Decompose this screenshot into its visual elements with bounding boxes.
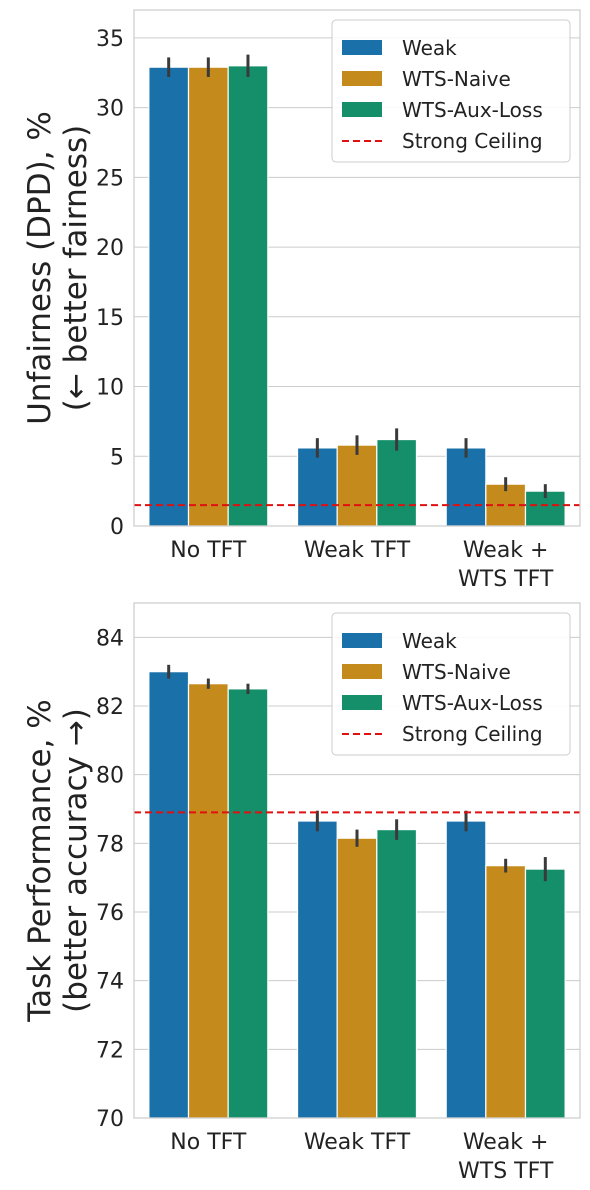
x-tick-label: Weak TFT (304, 538, 411, 563)
y-tick-label: 70 (96, 1107, 124, 1132)
y-tick-label: 5 (110, 445, 124, 470)
bar-wts-naive-1 (187, 66, 229, 527)
y-tick-label: 80 (96, 764, 124, 789)
legend-label: Weak (402, 36, 457, 60)
chart-panel-1: 0 5 10 15 20 25 30 35 No TFT Weak TFT Weak + WTS TF… (22, 9, 581, 592)
bar-weak-2 (296, 820, 338, 1119)
y-tick-label: 72 (96, 1038, 124, 1063)
legend-box (331, 612, 571, 756)
y-tick-label: 76 (96, 901, 124, 926)
x-tick-label: Weak + WTS TFT (458, 1130, 554, 1184)
bar-weak-2 (296, 447, 338, 527)
legend: Weak WTS-Naive WTS-Aux-Loss Strong Ceiling (331, 612, 571, 756)
y-tick-label: 35 (96, 27, 124, 52)
legend-label: WTS-Naive (402, 660, 511, 684)
legend-label: Weak (402, 629, 457, 653)
legend-swatch (342, 40, 382, 55)
bar-wts-aux-loss-1 (227, 688, 269, 1119)
bar-weak-1 (148, 671, 190, 1119)
y-tick-label: 30 (96, 97, 124, 122)
y-tick-label: 0 (110, 515, 124, 540)
y-tick-label: 20 (96, 236, 124, 261)
legend: Weak WTS-Naive WTS-Aux-Loss Strong Ceiling (331, 19, 571, 163)
bar-wts-naive-2 (336, 837, 378, 1119)
bar-wts-aux-loss-2 (376, 828, 418, 1119)
y-tick-label: 84 (96, 626, 124, 651)
x-tick-label: Weak TFT (304, 1130, 411, 1155)
legend-label: Strong Ceiling (402, 129, 543, 153)
legend-label: WTS-Naive (402, 67, 511, 91)
bar-wts-naive-1 (187, 683, 229, 1119)
bar-wts-aux-loss-3 (524, 868, 566, 1119)
legend-swatch (342, 695, 382, 710)
legend-label: WTS-Aux-Loss (402, 691, 543, 715)
y-axis-label: Unfairness (DPD), %(← better fairness) (22, 111, 94, 425)
x-tick-label: Weak + WTS TFT (458, 538, 554, 592)
x-tick-label: No TFT (170, 1130, 247, 1155)
y-tick-label: 78 (96, 832, 124, 857)
y-axis-label: Task Performance, %(better accuracy →) (22, 699, 94, 1022)
bar-weak-3 (445, 820, 487, 1119)
legend-swatch (342, 664, 382, 679)
x-tick-label: No TFT (170, 538, 247, 563)
bar-weak-3 (445, 447, 487, 527)
axes-frame (133, 602, 581, 1119)
y-tick-label: 25 (96, 166, 124, 191)
bar-wts-aux-loss-2 (376, 438, 418, 527)
bar-weak-1 (148, 66, 190, 527)
y-tick-label: 15 (96, 306, 124, 331)
y-tick-label: 10 (96, 376, 124, 401)
legend-box (331, 19, 571, 163)
axes-frame (133, 9, 581, 527)
y-tick-label: 74 (96, 970, 124, 995)
bar-wts-aux-loss-1 (227, 65, 269, 527)
legend-swatch (342, 102, 382, 117)
legend-label: WTS-Aux-Loss (402, 98, 543, 122)
legend-swatch (342, 71, 382, 86)
legend-label: Strong Ceiling (402, 722, 543, 746)
chart-panel-2: 70 72 74 76 78 80 82 84 No TFT Weak TFT Weak + WTS … (22, 602, 581, 1184)
bar-wts-naive-2 (336, 444, 378, 527)
y-tick-label: 82 (96, 695, 124, 720)
legend-swatch (342, 633, 382, 648)
bar-wts-naive-3 (485, 865, 527, 1119)
